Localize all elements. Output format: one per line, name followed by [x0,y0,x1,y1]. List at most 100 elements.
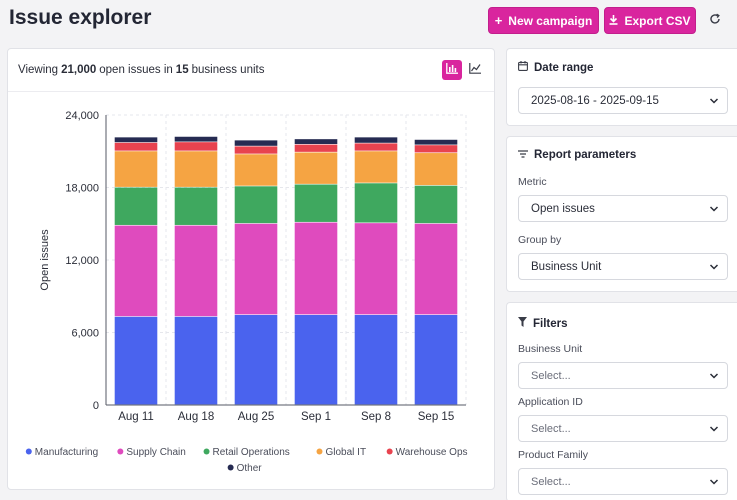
line-view-button[interactable] [465,60,485,80]
refresh-button[interactable] [704,10,726,32]
date-range-panel: Date range 2025-08-16 - 2025-09-15 [506,48,737,126]
bar-segment [174,151,218,187]
y-tick-label: 24,000 [65,110,99,122]
bar-view-button[interactable] [442,60,462,80]
bar-segment [294,144,338,152]
x-tick-label: Aug 11 [118,411,154,423]
bar-segment [354,223,398,315]
date-range-value: 2025-08-16 - 2025-09-15 [531,94,659,107]
line-chart-icon [469,61,481,79]
filter-application-id-select[interactable]: Select... [518,415,728,442]
filter-icon [518,317,527,330]
bar-segment [234,186,278,224]
filters-title: Filters [518,317,568,330]
legend-marker [117,448,124,455]
bar-segment [294,314,338,405]
bar-segment [414,223,458,315]
report-parameters-title: Report parameters [518,149,636,161]
summary-prefix: Viewing [18,64,59,76]
chevron-down-icon [709,96,719,108]
report-parameters-panel: Report parameters Metric Open issues Gro… [506,136,737,292]
legend-label: Other [237,463,263,474]
bar-segment [114,316,158,405]
bar-chart-icon [446,61,458,79]
bar-segment [414,153,458,186]
filters-title-text: Filters [533,317,568,330]
group-by-value: Business Unit [531,260,602,273]
y-tick-label: 18,000 [65,183,99,195]
bar-segment [174,316,218,405]
legend-marker [386,448,393,455]
bar-segment [354,183,398,223]
bar-segment [114,151,158,187]
x-tick-label: Sep 15 [418,411,454,423]
bar-segment [354,143,398,151]
x-tick-label: Sep 1 [301,411,331,423]
new-campaign-button[interactable]: + New campaign [488,7,599,34]
filter-product-family-label: Product Family [518,449,589,461]
summary-units: 15 [175,64,189,76]
legend-marker [25,448,32,455]
bar-segment [114,187,158,225]
export-csv-label: Export CSV [624,13,691,28]
legend-label: Supply Chain [126,447,185,458]
sliders-icon [518,149,528,161]
x-tick-label: Aug 18 [178,411,214,423]
y-tick-label: 6,000 [71,328,99,340]
legend-marker [316,448,323,455]
metric-select[interactable]: Open issues [518,195,728,222]
bar-segment [234,140,278,146]
report-parameters-title-text: Report parameters [534,149,637,161]
filter-product-family-select[interactable]: Select... [518,468,728,495]
date-range-title-text: Date range [534,61,594,74]
legend-label: Warehouse Ops [396,447,468,458]
bar-segment [414,139,458,145]
bar-segment [174,225,218,317]
group-by-label: Group by [518,234,562,246]
legend-marker [203,448,210,455]
download-icon [609,14,618,28]
view-toggle [442,60,485,80]
filter-product-family-placeholder: Select... [531,475,571,488]
summary-suffix: business units [191,64,265,76]
bar-segment [174,136,218,142]
calendar-icon [518,61,528,74]
chart-card: Viewing 21,000 open issues in 15 busines… [7,48,495,490]
y-axis-title: Open issues [39,229,51,291]
y-tick-label: 0 [93,400,99,412]
summary-count: 21,000 [61,64,97,76]
bar-segment [234,154,278,186]
legend-marker [227,464,234,471]
bar-segment [294,139,338,145]
bar-segment [354,314,398,405]
metric-value: Open issues [531,202,595,215]
bar-segment [354,137,398,143]
x-tick-label: Sep 8 [361,411,391,423]
x-tick-label: Aug 25 [238,411,274,423]
bar-segment [234,223,278,315]
bar-segment [114,137,158,143]
filters-panel: Filters Business Unit Select... Applicat… [506,302,737,500]
filter-business-unit-select[interactable]: Select... [518,362,728,389]
filter-application-id-label: Application ID [518,396,583,408]
group-by-select[interactable]: Business Unit [518,253,728,280]
filter-application-id-placeholder: Select... [531,422,571,435]
metric-label: Metric [518,176,547,188]
filter-business-unit-placeholder: Select... [531,369,571,382]
filter-business-unit-label: Business Unit [518,343,583,355]
export-csv-button[interactable]: Export CSV [604,7,696,34]
date-range-title: Date range [518,61,593,74]
bar-segment [414,314,458,405]
chevron-down-icon [709,262,719,274]
summary-line: Viewing 21,000 open issues in 15 busines… [8,49,494,92]
bar-segment [174,187,218,225]
bar-segment [414,185,458,224]
bar-segment [234,314,278,405]
chevron-down-icon [709,204,719,216]
bar-segment [174,142,218,151]
chevron-down-icon [709,371,719,383]
plus-icon: + [494,13,503,28]
bar-segment [234,146,278,154]
date-range-select[interactable]: 2025-08-16 - 2025-09-15 [518,87,728,114]
chevron-down-icon [709,424,719,436]
